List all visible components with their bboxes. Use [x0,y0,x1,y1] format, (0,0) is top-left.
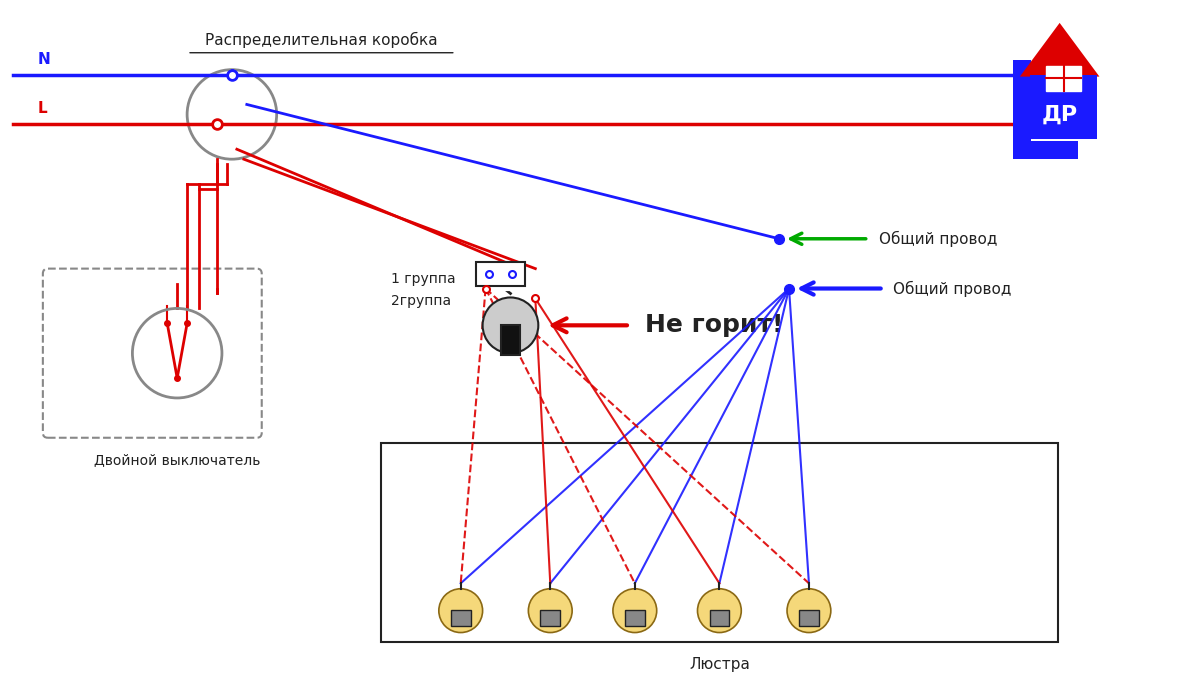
Text: ДР: ДР [1042,105,1078,124]
Circle shape [439,589,482,632]
Text: Распределительная коробка: Распределительная коробка [205,32,438,48]
FancyBboxPatch shape [1013,59,1031,159]
Text: Не горит!: Не горит! [644,313,784,338]
Circle shape [697,589,742,632]
FancyBboxPatch shape [1030,75,1098,139]
Polygon shape [1020,23,1099,76]
Text: Общий провод: Общий провод [894,280,1012,296]
Text: Общий провод: Общий провод [878,231,997,247]
Circle shape [482,298,539,353]
Circle shape [528,589,572,632]
Text: N: N [38,52,50,67]
FancyBboxPatch shape [799,610,818,626]
FancyBboxPatch shape [1013,141,1078,159]
Circle shape [787,589,830,632]
FancyBboxPatch shape [451,610,470,626]
Text: Двойной выключатель: Двойной выключатель [94,453,260,466]
FancyBboxPatch shape [475,262,526,286]
FancyBboxPatch shape [500,325,521,355]
FancyBboxPatch shape [43,269,262,438]
FancyBboxPatch shape [382,443,1057,642]
FancyBboxPatch shape [625,610,644,626]
FancyBboxPatch shape [709,610,730,626]
Circle shape [613,589,656,632]
Text: L: L [38,101,48,116]
Text: 1 группа: 1 группа [391,271,456,286]
FancyBboxPatch shape [1045,65,1080,90]
Text: 2группа: 2группа [391,294,451,308]
FancyBboxPatch shape [540,610,560,626]
Text: Люстра: Люстра [689,657,750,672]
